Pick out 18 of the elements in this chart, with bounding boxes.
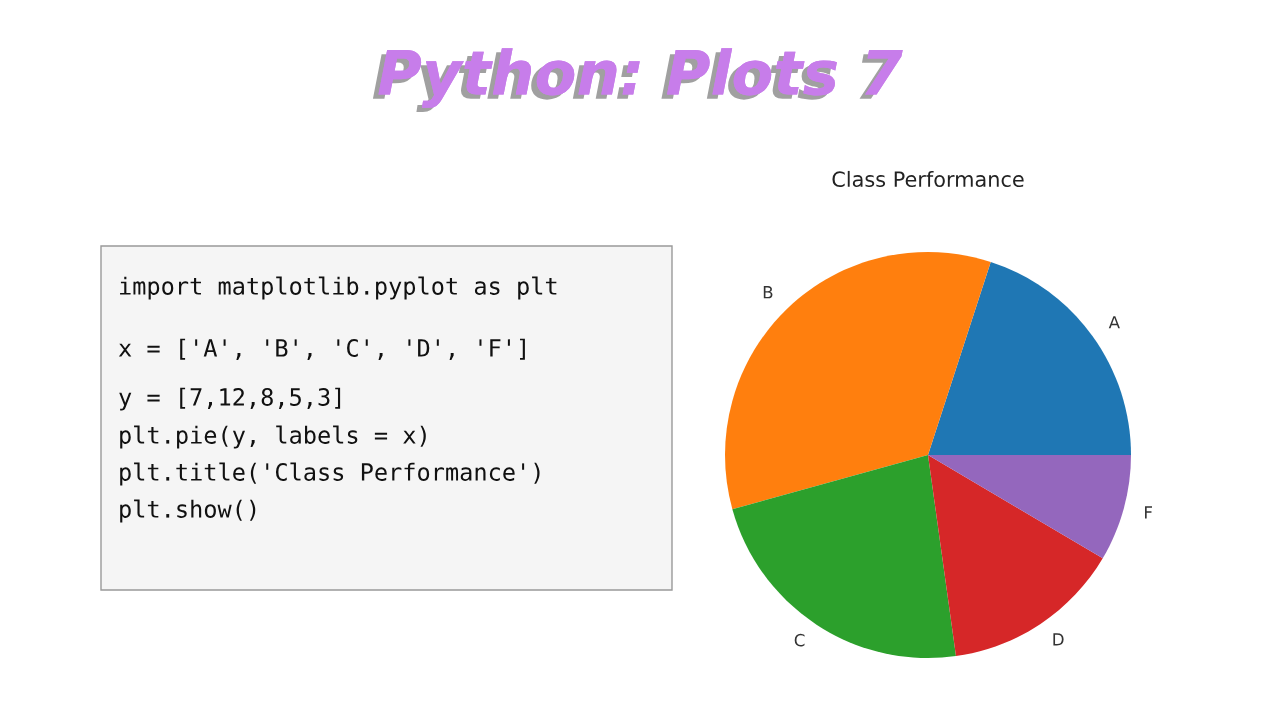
slice-label: F [1145,506,1152,519]
text: plt.show() [120,499,256,523]
slice-label: A [1108,316,1120,329]
pie-slice [928,455,1103,657]
chart-title: Class Performance [832,170,1024,188]
pie-slice [928,455,1131,559]
text: plt.pie(y, labels = x) [120,425,426,449]
text: Python: Plots 7 [372,48,903,112]
pie-slice [732,455,956,658]
text: plt.title('Class Performance') [120,462,540,486]
text: y = [7,12,8,5,3] [119,387,341,411]
slice-label: D [1053,633,1064,646]
text: import matplotlib.pyplot as plt [120,276,557,300]
slice-label: C [794,633,805,647]
pie-slice [928,261,1131,455]
pie-slice [725,252,991,510]
slice-label: B [763,286,773,299]
text: x = ['A', 'B', 'C', 'D', 'F'] [118,338,525,360]
